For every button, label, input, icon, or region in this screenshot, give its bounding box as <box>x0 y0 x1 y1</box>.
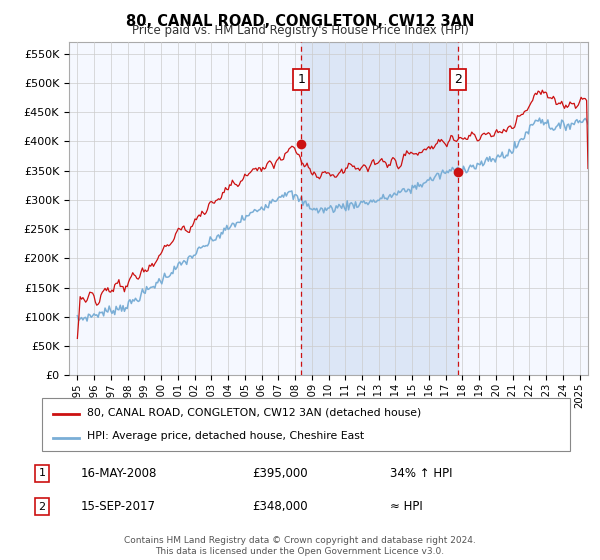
Text: Price paid vs. HM Land Registry's House Price Index (HPI): Price paid vs. HM Land Registry's House … <box>131 24 469 37</box>
Text: 15-SEP-2017: 15-SEP-2017 <box>81 500 156 514</box>
Text: HPI: Average price, detached house, Cheshire East: HPI: Average price, detached house, Ches… <box>87 431 364 441</box>
FancyBboxPatch shape <box>42 398 570 451</box>
Bar <box>301 42 458 375</box>
Text: 80, CANAL ROAD, CONGLETON, CW12 3AN: 80, CANAL ROAD, CONGLETON, CW12 3AN <box>126 14 474 29</box>
Text: 34% ↑ HPI: 34% ↑ HPI <box>390 466 452 480</box>
Text: 80, CANAL ROAD, CONGLETON, CW12 3AN (detached house): 80, CANAL ROAD, CONGLETON, CW12 3AN (det… <box>87 408 421 418</box>
Text: 1: 1 <box>298 73 305 86</box>
Text: 2: 2 <box>38 502 46 512</box>
Text: ≈ HPI: ≈ HPI <box>390 500 423 514</box>
Text: 2: 2 <box>454 73 461 86</box>
Text: £348,000: £348,000 <box>252 500 308 514</box>
Text: 1: 1 <box>38 468 46 478</box>
Text: £395,000: £395,000 <box>252 466 308 480</box>
Text: 16-MAY-2008: 16-MAY-2008 <box>81 466 157 480</box>
Text: Contains HM Land Registry data © Crown copyright and database right 2024.
This d: Contains HM Land Registry data © Crown c… <box>124 536 476 556</box>
